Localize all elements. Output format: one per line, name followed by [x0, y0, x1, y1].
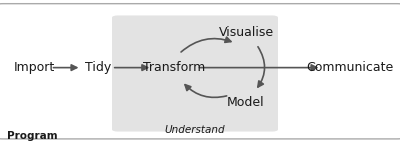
Text: Transform: Transform [143, 61, 205, 74]
Text: Communicate: Communicate [306, 61, 394, 74]
Text: Import: Import [13, 61, 55, 74]
Text: Tidy: Tidy [85, 61, 111, 74]
Text: Understand: Understand [164, 125, 225, 135]
Text: Model: Model [227, 96, 265, 109]
Text: Visualise: Visualise [218, 26, 274, 39]
Text: Program: Program [7, 131, 58, 141]
FancyBboxPatch shape [112, 15, 278, 132]
FancyBboxPatch shape [0, 4, 400, 139]
